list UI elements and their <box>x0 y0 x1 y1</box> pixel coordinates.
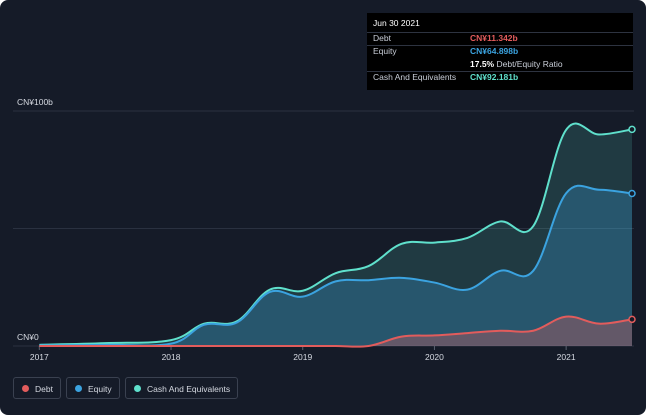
legend-cash-dot-icon <box>134 385 141 392</box>
tooltip-debt-label: Debt <box>373 33 391 43</box>
tooltip-ratio-suffix: Debt/Equity Ratio <box>494 59 563 69</box>
y-tick-label: CN¥100b <box>17 97 53 107</box>
tooltip-row-cash: Cash And Equivalents CN¥92.181b <box>373 71 627 84</box>
tooltip-cash-value: CN¥92.181b <box>470 72 519 82</box>
series-endpoint-cash-and-equivalents <box>628 125 636 134</box>
x-tick-label: 2018 <box>162 352 181 362</box>
series-line-debt <box>39 315 633 348</box>
series-area-debt <box>39 316 632 347</box>
chart-tooltip: Jun 30 2021 Debt CN¥11.342b Equity CN¥64… <box>367 13 633 90</box>
tooltip-row-ratio: 17.5% Debt/Equity Ratio <box>373 58 627 71</box>
x-tick-label: 2020 <box>425 352 444 362</box>
series-endpoint-debt <box>628 315 636 324</box>
series-area-cash-and-equivalents <box>39 123 632 347</box>
series-line-equity <box>39 184 633 347</box>
y-tick-label: CN¥0 <box>17 332 39 342</box>
legend-debt-label: Debt <box>35 384 53 394</box>
tooltip-equity-value: CN¥64.898b <box>470 46 519 56</box>
tooltip-ratio-value: 17.5% Debt/Equity Ratio <box>470 58 563 71</box>
x-tick-label: 2019 <box>293 352 312 362</box>
legend-item-equity[interactable]: Equity <box>66 377 120 399</box>
tooltip-row-equity: Equity CN¥64.898b <box>373 45 627 58</box>
legend-debt-dot-icon <box>22 385 29 392</box>
tooltip-date-row: Jun 30 2021 <box>373 17 627 30</box>
tooltip-ratio-number: 17.5% <box>470 59 495 69</box>
legend-equity-dot-icon <box>75 385 82 392</box>
tooltip-divider <box>367 32 633 33</box>
tooltip-divider <box>367 45 633 46</box>
x-tick-label: 2017 <box>30 352 49 362</box>
legend-item-cash[interactable]: Cash And Equivalents <box>125 377 238 399</box>
series-line-cash-and-equivalents <box>39 122 633 346</box>
x-tick-label: 2021 <box>557 352 576 362</box>
legend-cash-label: Cash And Equivalents <box>147 384 231 394</box>
tooltip-divider <box>367 71 633 72</box>
series-area-equity <box>39 185 632 346</box>
tooltip-equity-label: Equity <box>373 46 397 56</box>
series-endpoint-equity <box>628 189 636 198</box>
tooltip-row-debt: Debt CN¥11.342b <box>373 32 627 45</box>
tooltip-cash-label: Cash And Equivalents <box>373 72 457 82</box>
legend-item-debt[interactable]: Debt <box>13 377 61 399</box>
tooltip-date: Jun 30 2021 <box>373 18 420 28</box>
legend-equity-label: Equity <box>88 384 112 394</box>
tooltip-debt-value: CN¥11.342b <box>470 33 518 43</box>
